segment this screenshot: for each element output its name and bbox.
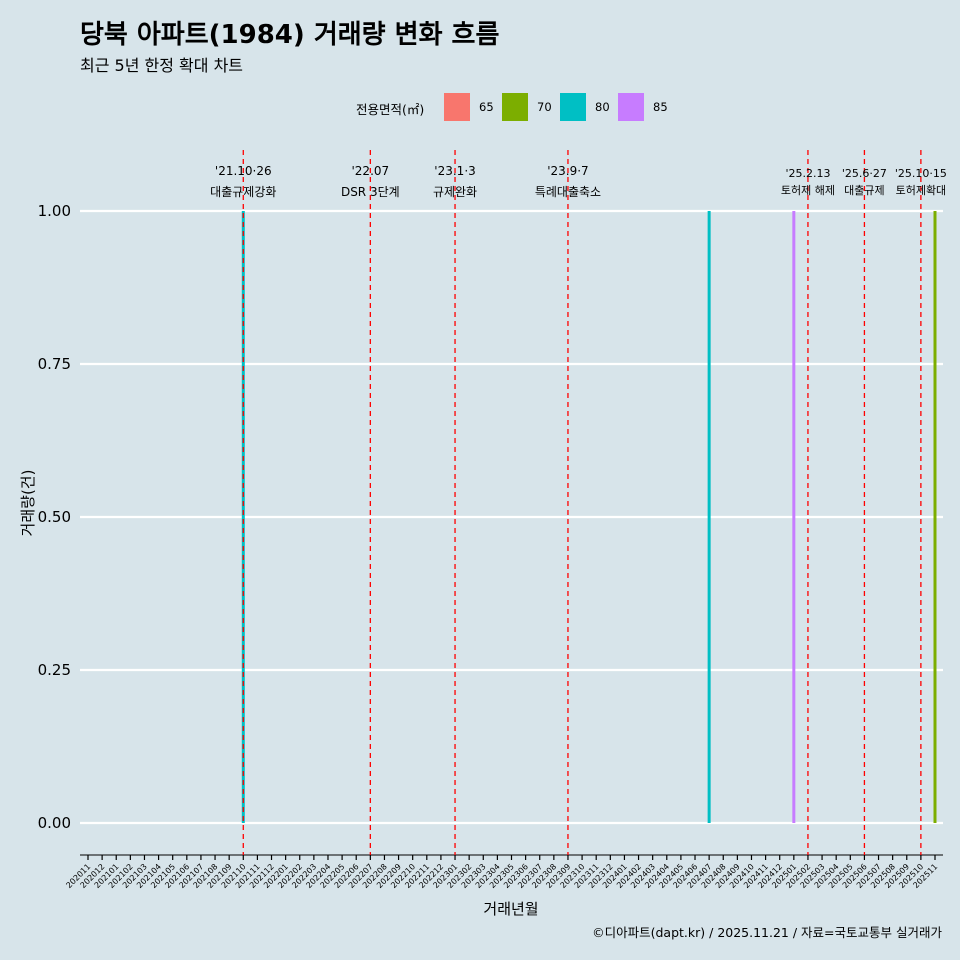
bar-80-202110 (241, 211, 245, 823)
y-tick-label: 0.00 (38, 814, 71, 832)
event-name-label: 대출규제 (844, 184, 884, 197)
legend-swatch-80 (560, 93, 586, 121)
legend-label-85: 85 (653, 100, 668, 114)
event-name-label: 대출규제강화 (210, 185, 276, 199)
bar-85-202501 (792, 211, 796, 823)
y-axis-title: 거래량(건) (19, 470, 37, 537)
event-date-label: '21.10·26 (215, 164, 272, 178)
event-name-label: 토허제 해제 (781, 183, 835, 197)
legend-swatch-65 (444, 93, 470, 121)
source-caption: ©디아파트(dapt.kr) / 2025.11.21 / 자료=국토교통부 실… (592, 925, 942, 940)
y-tick-label: 0.50 (38, 508, 71, 526)
event-name-label: 규제완화 (433, 185, 477, 199)
event-date-label: '25.6·27 (842, 167, 887, 180)
y-tick-label: 0.75 (38, 355, 71, 373)
legend-swatch-85 (618, 93, 644, 121)
event-date-label: '25.10·15 (895, 167, 947, 180)
event-date-label: '23.9·7 (547, 164, 588, 178)
legend: 전용면적(㎡) 65 70 80 85 (0, 93, 960, 123)
chart-subtitle: 최근 5년 한정 확대 차트 (80, 56, 244, 75)
x-axis-title: 거래년월 (483, 900, 538, 918)
chart-title: 당북 아파트(1984) 거래량 변화 흐름 (80, 20, 500, 50)
event-name-label: 토허제확대 (896, 184, 947, 197)
event-name-label: 특례대출축소 (535, 185, 601, 199)
legend-label-80: 80 (595, 100, 610, 114)
event-date-label: '22.07 (352, 164, 390, 178)
legend-title: 전용면적(㎡) (356, 102, 425, 117)
bar-80-202407 (707, 211, 711, 823)
y-tick-label: 1.00 (38, 202, 71, 220)
event-date-label: '25.2.13 (785, 167, 830, 180)
legend-label-65: 65 (479, 100, 494, 114)
bar-70-202511 (933, 211, 937, 823)
y-tick-label: 0.25 (38, 661, 71, 679)
legend-label-70: 70 (537, 100, 552, 114)
event-date-label: '23.1·3 (434, 164, 475, 178)
legend-swatch-70 (502, 93, 528, 121)
event-name-label: DSR 3단계 (341, 185, 400, 199)
